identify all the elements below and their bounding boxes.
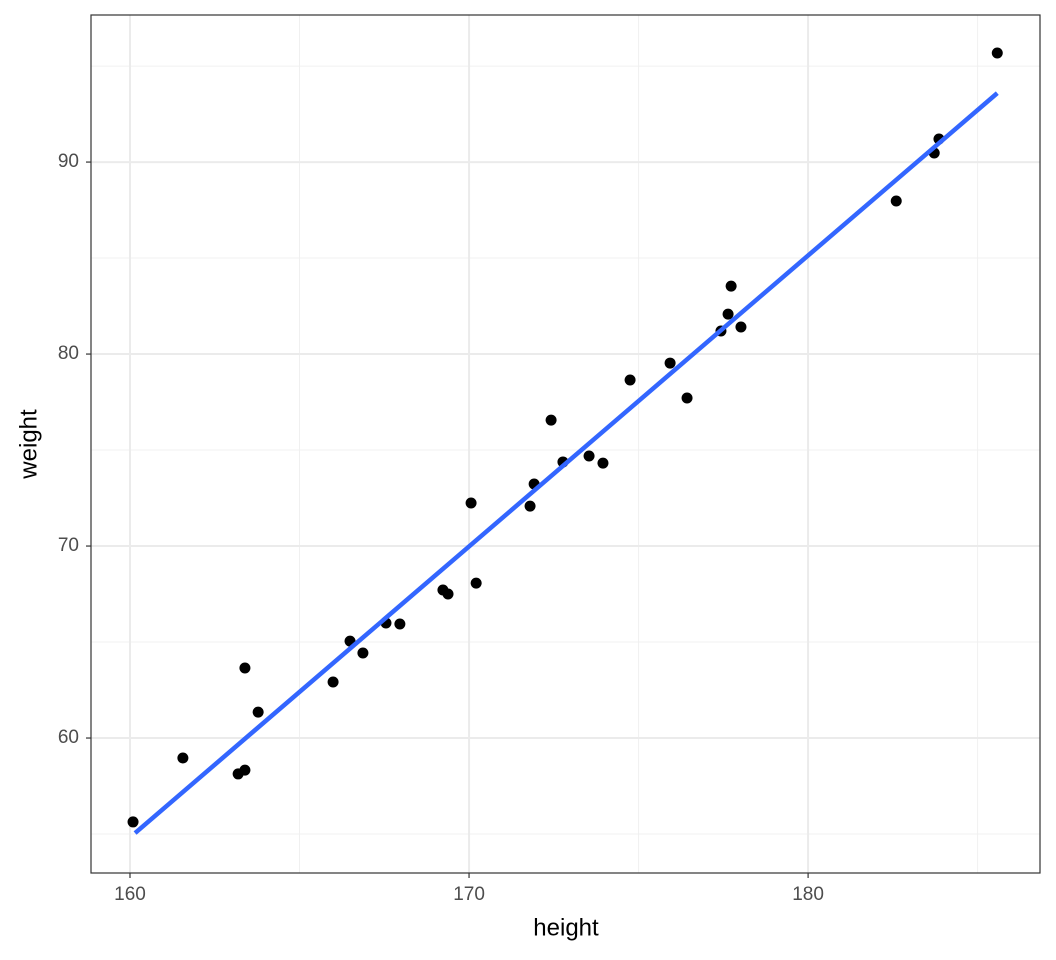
point: [624, 374, 636, 386]
point: [465, 497, 477, 509]
x-tick-label: 160: [114, 884, 146, 905]
point: [735, 321, 747, 333]
x-axis-title: height: [533, 914, 599, 941]
x-tick-label: 170: [453, 884, 485, 905]
point: [681, 392, 693, 404]
x-tick-label: 180: [792, 884, 824, 905]
panel-border: [90, 14, 1041, 874]
point: [664, 357, 676, 369]
y-tick-label: 80: [58, 343, 79, 364]
fit-line: [133, 91, 999, 835]
y-tick-label: 90: [58, 151, 79, 172]
y-tick-label: 60: [58, 727, 79, 748]
point: [725, 280, 737, 292]
point: [327, 676, 339, 688]
point: [545, 414, 557, 426]
point: [583, 450, 595, 462]
point: [239, 662, 251, 674]
point: [177, 752, 189, 764]
point: [524, 500, 536, 512]
point: [597, 457, 609, 469]
point: [470, 577, 482, 589]
point: [127, 816, 139, 828]
point: [991, 47, 1003, 59]
y-axis-title: weight: [15, 409, 42, 480]
point: [394, 618, 406, 630]
point: [890, 195, 902, 207]
y-tick-label: 70: [58, 535, 79, 556]
point: [357, 647, 369, 659]
point: [252, 706, 264, 718]
point: [442, 588, 454, 600]
point: [722, 308, 734, 320]
point: [239, 764, 251, 776]
